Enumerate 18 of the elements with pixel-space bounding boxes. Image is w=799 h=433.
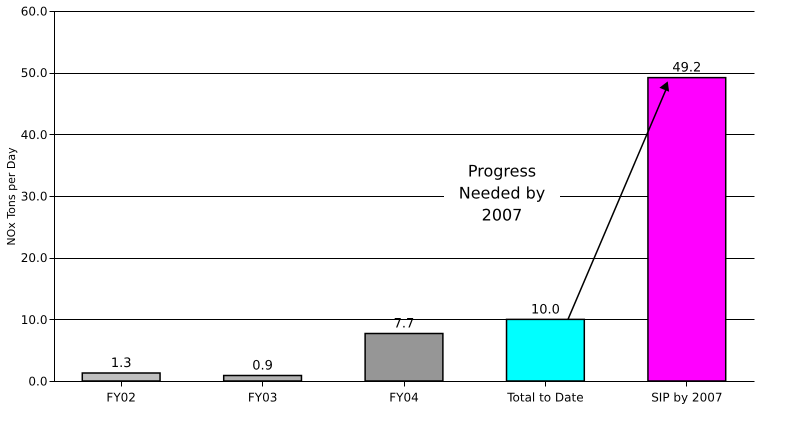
x-tick-label: Total to Date: [506, 390, 584, 404]
data-label: 49.2: [672, 60, 702, 76]
data-label: 1.3: [110, 356, 132, 371]
y-tick-label: 60.0: [20, 4, 48, 18]
x-tick-label: FY04: [389, 390, 419, 404]
x-tick-label: FY03: [248, 390, 278, 404]
y-tick-label: 0.0: [28, 374, 48, 388]
y-axis-title: NOx Tons per Day: [4, 146, 18, 246]
y-tick-label: 20.0: [20, 251, 48, 266]
y-tick-label: 40.0: [20, 128, 48, 142]
y-tick-label: 50.0: [20, 66, 48, 80]
x-tick-label: FY02: [106, 390, 136, 404]
x-tick-label: SIP by 2007: [651, 390, 722, 404]
y-tick-label: 10.0: [20, 312, 48, 327]
annotation: Progress Needed by 2007: [458, 161, 546, 224]
y-tick-label: 30.0: [20, 190, 48, 204]
data-label: 10.0: [530, 302, 560, 318]
data-label: 0.9: [252, 358, 273, 374]
